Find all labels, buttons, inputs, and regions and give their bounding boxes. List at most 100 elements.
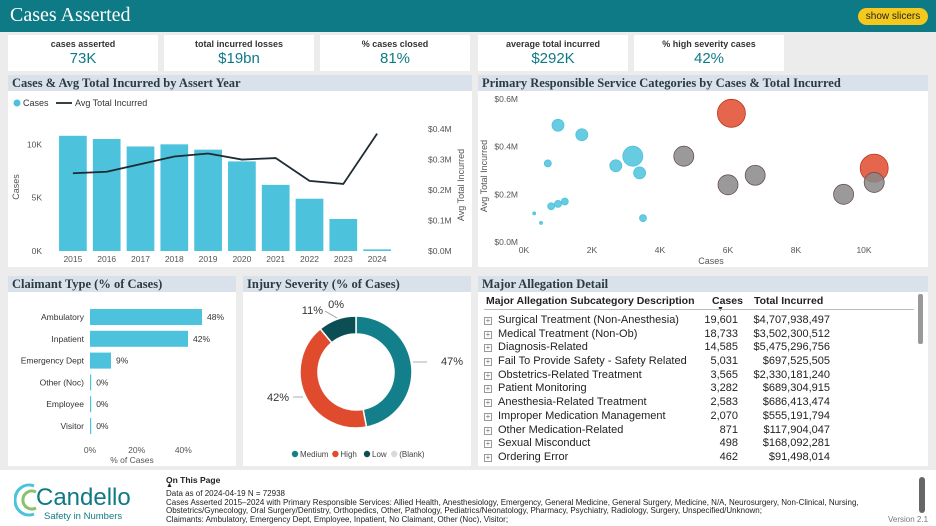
y-tick-label: 5K [32,193,43,203]
allegation-total-incurred: $91,498,014 [768,450,830,463]
table-row[interactable]: + Fail To Provide Safety - Safety Related… [484,355,914,369]
table-row[interactable]: + Other Medication-Related 871 $117,904,047 [484,424,914,438]
year-chart-title: Cases & Avg Total Incurred by Assert Yea… [8,75,472,91]
col-header-description[interactable]: Major Allegation Subcategory Description [486,295,695,307]
legend-marker [391,450,398,458]
bar-cases-2015 [59,135,87,251]
bar-claimant-6 [90,418,92,434]
bar-data-label: 48% [207,312,224,322]
col-header-total-incurred[interactable]: Total Incurred [754,295,824,307]
kpi-value: 73K [69,50,97,67]
scatter-point-9 [717,174,739,196]
table-scrollbar[interactable] [918,294,923,344]
allegation-total-incurred: $697,525,505 [762,355,830,368]
bar-claimant-1 [90,309,202,325]
expand-icon[interactable]: + [484,384,492,394]
scatter-point-12 [833,183,855,205]
scatter-point-6 [633,166,647,180]
y-tick-label: 10K [27,139,42,149]
table-row[interactable]: + Anesthesia-Related Treatment 2,583 $686,4… [484,396,914,410]
donut-data-label: 47% [441,356,463,368]
y-tick-label: $0.2M [494,189,518,199]
table-row[interactable]: + Patient Monitoring 3,282 $689,304,915 [484,382,914,396]
table-row[interactable]: + Diagnosis-Related 14,585 $5,475,296,756 [484,341,914,355]
x-tick-label: 2019 [199,254,218,264]
scatter-point-15 [532,211,537,216]
bar-cases-2019 [194,149,222,251]
table-row[interactable]: + Sexual Misconduct 498 $168,092,281 [484,437,914,451]
donut-data-label: 42% [267,392,289,404]
x-tick-label: 2022 [300,254,319,264]
claimant-category-label: Employee [46,399,84,409]
footer-scrollbar[interactable] [919,477,925,513]
show-slicers-button[interactable]: show slicers [858,8,928,25]
x-axis-title: % of Cases [110,455,153,465]
legend-cases-label: Cases [23,98,49,108]
bar-claimant-4 [90,374,92,391]
footer-bar [0,470,936,526]
allegation-total-incurred: $689,304,915 [762,382,830,395]
expand-icon[interactable]: + [484,452,492,462]
kpi-label: % cases closed [361,39,429,49]
collapse-icon[interactable]: ▲ [166,482,173,489]
kpi-cases-asserted: cases asserted 73K [8,35,158,71]
legend-marker [291,450,299,458]
x-tick-label: 6K [723,245,734,255]
claimant-chart-panel: Claimant Type (% of Cases) Ambulatory 48%… [8,276,236,466]
allegation-total-incurred: $4,707,938,497 [753,314,830,326]
footer-line: Cases Asserted 2015–2024 with Primary Re… [166,497,859,507]
expand-icon[interactable]: + [484,343,492,353]
expand-icon[interactable]: + [484,425,492,435]
candello-logo-mark [14,483,37,517]
allegation-total-incurred: $117,904,047 [763,423,830,436]
table-row[interactable]: + Improper Medication Management 2,070 $555… [484,410,914,424]
x-tick-label: 2017 [131,254,150,264]
footer-line: Obstetrics/Gynecology, Oral Surgery/Dent… [166,506,762,515]
expand-icon[interactable]: + [484,439,492,449]
legend-cases-marker [13,99,21,107]
legend-marker [363,450,371,458]
donut-slice-medium [355,315,413,428]
expand-icon[interactable]: + [484,411,492,421]
allegation-cases: 2,070 [710,409,738,422]
y-tick-label: 0K [32,246,43,256]
kpi-label: % high severity cases [662,39,756,49]
y2-axis-title: Avg Total Incurred [456,149,466,221]
bar-cases-2018 [160,144,189,251]
x-tick-label: 2024 [368,254,387,264]
allegation-table-title: Major Allegation Detail [478,276,928,292]
x-tick-label: 8K [791,245,802,255]
expand-icon[interactable]: + [484,398,492,408]
x-tick-label: 2021 [266,254,285,264]
scatter-point-18 [554,199,562,208]
scatter-point-16 [539,221,543,225]
x-tick-label: 2018 [165,254,184,264]
allegation-cases: 3,565 [710,368,738,381]
table-body: + Surgical Treatment (Non-Anesthesia) 19,6… [484,314,914,465]
expand-icon[interactable]: + [484,316,492,325]
x-tick-label: 0K [519,245,530,255]
table-row[interactable]: + Medical Treatment (Non-Ob) 18,733 $3,502,… [484,328,914,342]
kpi-value: 42% [693,50,725,67]
table-row[interactable]: + Obstetrics-Related Treatment 3,565 $2,330… [484,369,914,383]
logo-tagline: Safety in Numbers [44,511,123,522]
allegation-name: Fail To Provide Safety - Safety Related [498,355,687,368]
table-row[interactable]: + Ordering Error 462 $91,498,014 [484,451,914,465]
allegation-name: Diagnosis-Related [498,341,588,354]
year-chart-panel: Cases & Avg Total Incurred by Assert Yea… [8,75,472,267]
table-row[interactable]: + Surgical Treatment (Non-Anesthesia) 19,6… [484,314,914,328]
expand-icon[interactable]: + [484,370,492,380]
bar-data-label: 0% [96,377,109,387]
allegation-name: Other Medication-Related [498,423,624,436]
col-header-cases[interactable]: Cases [712,295,743,307]
x-tick-label: 2015 [63,254,82,264]
allegation-total-incurred: $5,475,296,756 [753,341,830,354]
expand-icon[interactable]: + [484,329,492,339]
bar-cases-2020 [228,161,256,251]
expand-icon[interactable]: + [484,357,492,367]
x-tick-label: 0% [84,445,97,455]
kpi-value: $19bn [218,50,260,67]
y2-tick-label: $0.0M [428,246,452,256]
legend-label: (Blank) [399,450,425,459]
logo-wordmark: Candello [36,484,131,511]
